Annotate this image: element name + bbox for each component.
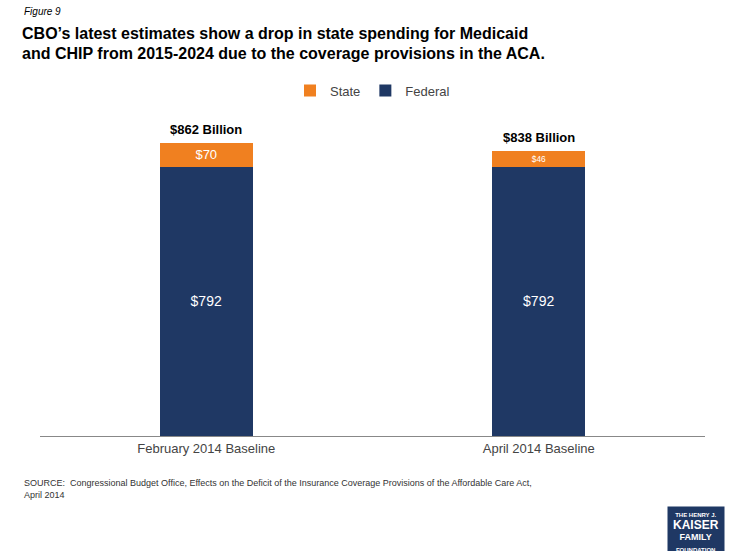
svg-text:SOURCE: Congressional Budget: SOURCE: Congressional Budget Office, Eff… — [24, 478, 532, 500]
svg-text:$70: $70 — [195, 147, 217, 162]
svg-text:$838 Billion: $838 Billion — [503, 130, 575, 145]
svg-text:$792: $792 — [191, 293, 222, 309]
svg-text:Federal: Federal — [405, 84, 449, 99]
svg-text:Figure 9: Figure 9 — [24, 6, 61, 17]
svg-text:$792: $792 — [523, 293, 554, 309]
svg-text:$46: $46 — [532, 154, 546, 164]
svg-text:February 2014 Baseline: February 2014 Baseline — [137, 441, 275, 456]
svg-text:State: State — [330, 84, 360, 99]
svg-text:$862 Billion: $862 Billion — [170, 122, 242, 137]
svg-text:THE HENRY J.KAISERFAMILYFOUNDA: THE HENRY J.KAISERFAMILYFOUNDATION — [673, 512, 719, 551]
svg-text:April 2014 Baseline: April 2014 Baseline — [483, 441, 595, 456]
svg-text:CBO’s latest estimates show a: CBO’s latest estimates show a drop in st… — [22, 25, 545, 63]
